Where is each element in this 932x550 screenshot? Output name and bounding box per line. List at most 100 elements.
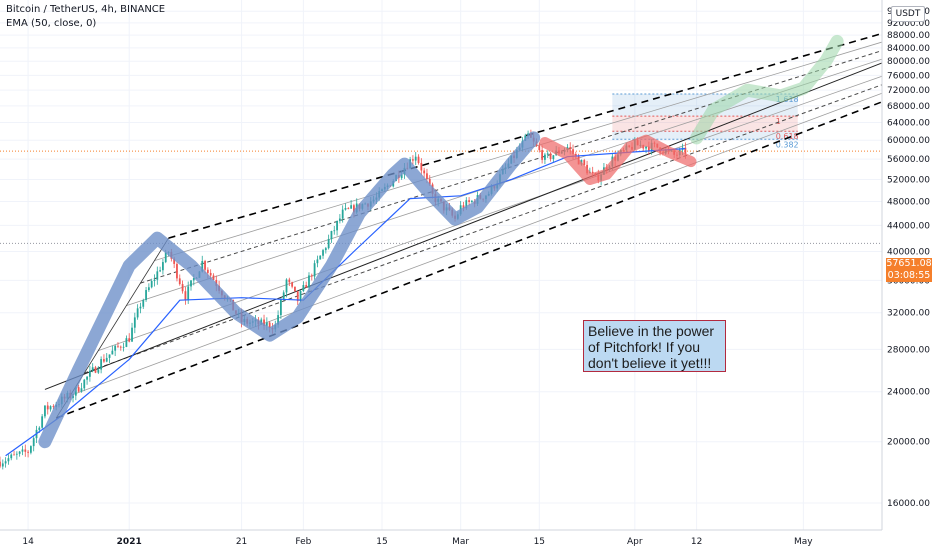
candle-body	[103, 359, 105, 362]
pitchfork-lower-line	[55, 101, 883, 419]
candle-body	[336, 221, 338, 231]
candle-body	[156, 271, 159, 280]
candle-body	[184, 291, 187, 301]
price-tick-label: 52000.00	[887, 175, 930, 185]
price-tick-label: 28000.00	[887, 345, 930, 355]
time-tick-label: 2021	[117, 537, 142, 547]
candle-body	[684, 147, 687, 154]
candle-body	[296, 291, 299, 302]
candle-body	[74, 387, 77, 396]
candle-body	[212, 275, 215, 280]
candle-body	[159, 270, 162, 272]
candle-body	[147, 287, 150, 291]
pitchfork-median-line	[44, 62, 883, 390]
candle-body	[583, 160, 586, 165]
currency-button[interactable]: USDT	[891, 6, 925, 22]
price-tick-label: 68000.00	[887, 102, 930, 112]
price-tick-label: 24000.00	[887, 388, 930, 398]
candle-body	[414, 156, 417, 161]
candle-body	[91, 367, 94, 371]
candle-body	[541, 150, 544, 160]
candle-body	[305, 285, 308, 288]
candle-body	[173, 258, 176, 264]
candle-body	[353, 205, 355, 213]
candle-body	[201, 260, 204, 272]
candle-body	[310, 275, 313, 277]
price-tick-label: 80000.00	[887, 57, 930, 67]
candle-body	[15, 453, 18, 455]
price-tick-label: 32000.00	[887, 309, 930, 319]
candle-body	[38, 427, 41, 430]
candle-body	[24, 449, 27, 452]
time-axis-bg	[0, 530, 882, 550]
candle-body	[97, 369, 100, 373]
candle-body	[108, 354, 111, 358]
candle-body	[178, 278, 181, 285]
candle-body	[122, 346, 125, 348]
price-tick-label: 92000.00	[887, 19, 930, 29]
pitchfork-inner-line	[70, 92, 883, 396]
candle-body	[136, 308, 139, 318]
candle-body	[333, 230, 336, 232]
time-tick-label: 15	[376, 537, 387, 547]
candle-body	[94, 367, 97, 373]
last-price-label: 57651.08 03:08:55	[886, 258, 932, 282]
candle-body	[209, 272, 212, 276]
candle-body	[263, 319, 265, 326]
candle-body	[291, 282, 294, 287]
candle-body	[52, 406, 55, 407]
candle-body	[49, 406, 52, 410]
candle-body	[350, 205, 353, 209]
pitchfork-upper-line	[168, 32, 883, 239]
candle-body	[470, 200, 473, 202]
candle-body	[142, 299, 145, 307]
candle-body	[114, 345, 117, 351]
candle-body	[400, 174, 403, 179]
candle-countdown: 03:08:55	[887, 270, 931, 281]
symbol-legend[interactable]: Bitcoin / TetherUS, 4h, BINANCE	[6, 4, 166, 15]
price-tick-label: 16000.00	[887, 499, 930, 509]
candle-body	[128, 338, 131, 342]
candle-body	[111, 350, 114, 355]
annotation-callout[interactable]: Believe in the power of Pitchfork! If yo…	[583, 320, 726, 372]
candle-body	[428, 178, 431, 185]
price-tick-label: 72000.00	[887, 86, 930, 96]
candle-body	[80, 388, 83, 392]
candle-body	[572, 149, 574, 154]
candle-body	[117, 345, 119, 347]
candle-body	[294, 286, 296, 292]
candle-body	[322, 250, 324, 256]
candle-body	[645, 146, 647, 149]
indicator-legend[interactable]: EMA (50, close, 0)	[6, 18, 97, 29]
candle-body	[282, 292, 285, 300]
plot-area[interactable]	[0, 0, 882, 530]
candle-body	[316, 259, 319, 264]
candle-body	[546, 153, 549, 155]
fib-label: 0.382	[776, 140, 799, 149]
candle-body	[7, 458, 10, 462]
candle-body	[105, 357, 108, 362]
candle-body	[29, 446, 32, 453]
candle-body	[153, 279, 156, 282]
candle-body	[100, 359, 103, 370]
time-tick-label: 15	[534, 537, 545, 547]
candle-body	[4, 461, 7, 464]
price-tick-label: 40000.00	[887, 247, 930, 257]
candle-body	[88, 370, 91, 377]
time-axis[interactable]: 14 2021 21 Feb 15 Mar 15 Apr 12 May	[0, 529, 882, 550]
candle-body	[527, 133, 529, 136]
candle-body	[285, 279, 288, 293]
candle-body	[1, 463, 4, 467]
wave-highlight-green	[690, 34, 844, 145]
candle-body	[288, 279, 291, 283]
candle-body	[18, 451, 21, 454]
candle-body	[190, 280, 192, 287]
candle-body	[538, 145, 541, 151]
candle-body	[308, 275, 310, 288]
time-tick-label: Apr	[627, 537, 643, 547]
last-price-value: 57651.08	[886, 258, 932, 269]
candle-body	[426, 173, 428, 179]
candle-body	[423, 170, 426, 174]
candle-body	[77, 387, 80, 392]
